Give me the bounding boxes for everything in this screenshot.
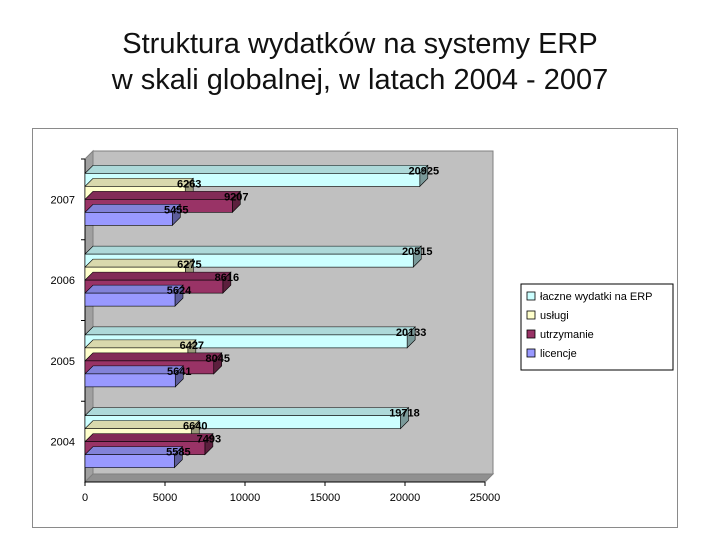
legend-box: [520, 283, 674, 371]
data-label: 6263: [177, 178, 201, 190]
data-label: 6427: [180, 340, 204, 352]
data-label: 7493: [197, 434, 221, 446]
x-tick-label: 5000: [153, 492, 177, 504]
legend-swatch: [526, 348, 536, 358]
legend-swatch: [526, 291, 536, 301]
y-tick-label: 2005: [51, 356, 75, 368]
chart-floor: [83, 473, 495, 483]
data-label: 6275: [177, 259, 201, 271]
bar-top-face: [84, 407, 410, 416]
data-label: 6640: [183, 421, 207, 433]
bar-top-face: [84, 191, 242, 200]
bar-top-face: [84, 271, 232, 281]
x-tick-label: 20000: [390, 492, 421, 504]
data-label: 20925: [409, 165, 440, 177]
legend-label: łaczne wydatki na ERP: [540, 291, 653, 303]
legend-swatch: [526, 310, 536, 320]
y-tick-label: 2007: [51, 194, 75, 206]
bar-licencje: [84, 212, 173, 226]
data-label: 5624: [167, 285, 192, 297]
legend-label: usługi: [540, 310, 569, 322]
chart-frame: 0 5000 10000 15000 20000 25000 2004 19718 6640 74…: [32, 128, 678, 528]
data-label: 5641: [167, 366, 191, 378]
bar-licencje: [84, 292, 176, 307]
data-label: 9207: [224, 191, 248, 203]
data-label: 20515: [402, 246, 433, 258]
data-label: 8045: [205, 353, 229, 365]
data-label: 5585: [166, 447, 190, 459]
bar-top-face: [84, 326, 416, 336]
legend-label: utrzymanie: [540, 329, 594, 341]
bar-top-face: [84, 165, 429, 174]
x-tick-label: 15000: [310, 492, 341, 504]
chart-title: Struktura wydatków na systemy ERP w skal…: [0, 26, 720, 98]
y-tick-label: 2006: [51, 275, 75, 287]
data-label: 19718: [389, 408, 420, 420]
bar-licencje: [84, 454, 175, 468]
bar-top-face: [84, 245, 422, 255]
bar-licencje: [84, 373, 176, 388]
bar-top-face: [84, 433, 214, 442]
x-tick-label: 25000: [470, 492, 501, 504]
legend-swatch: [526, 329, 536, 339]
x-tick-label: 10000: [230, 492, 261, 504]
data-label: 5455: [164, 204, 188, 216]
title-line-2: w skali globalnej, w latach 2004 - 2007: [111, 64, 609, 96]
y-tick-label: 2004: [51, 437, 75, 449]
title-line-1: Struktura wydatków na systemy ERP: [122, 28, 598, 60]
data-label: 20133: [396, 327, 427, 339]
bar-top-face: [84, 352, 223, 362]
data-label: 8616: [215, 272, 239, 284]
x-tick-label: 0: [82, 492, 88, 504]
bar-chart: 0 5000 10000 15000 20000 25000 2004 19718 664074…: [51, 149, 674, 504]
legend-label: licencje: [540, 348, 577, 360]
